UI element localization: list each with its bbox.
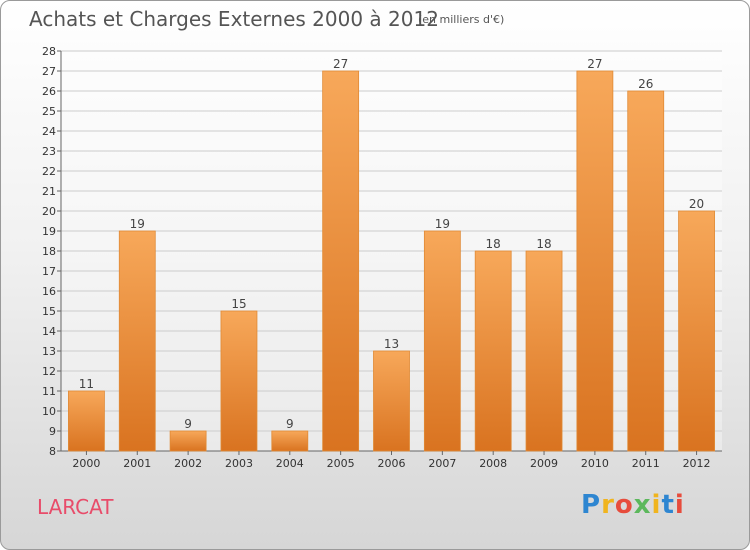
value-label-2007: 19 xyxy=(435,217,450,231)
y-tick-label: 21 xyxy=(42,185,56,198)
x-tick-label-2006: 2006 xyxy=(378,457,406,470)
bar-2005 xyxy=(322,70,360,452)
bar-2001 xyxy=(118,230,156,452)
bar-2011 xyxy=(627,90,665,452)
place-name: LARCAT xyxy=(37,495,114,519)
y-tick-label: 26 xyxy=(42,85,56,98)
bar-2002 xyxy=(169,430,207,452)
value-label-2010: 27 xyxy=(587,57,602,71)
bar-2010 xyxy=(576,70,614,452)
y-tick-label: 20 xyxy=(42,205,56,218)
y-tick-label: 24 xyxy=(42,125,56,138)
bar-2012 xyxy=(678,210,715,452)
value-label-2002: 9 xyxy=(184,417,192,431)
y-tick-label: 25 xyxy=(42,105,56,118)
value-label-2008: 18 xyxy=(486,237,501,251)
value-label-2005: 27 xyxy=(333,57,348,71)
y-tick-label: 8 xyxy=(49,445,56,458)
y-tick-label: 15 xyxy=(42,305,56,318)
value-label-2000: 11 xyxy=(79,377,94,391)
x-tick-label-2007: 2007 xyxy=(428,457,456,470)
y-tick-label: 16 xyxy=(42,285,56,298)
value-label-2001: 19 xyxy=(130,217,145,231)
x-tick-label-2010: 2010 xyxy=(581,457,609,470)
x-tick-label-2000: 2000 xyxy=(72,457,100,470)
y-tick-label: 19 xyxy=(42,225,56,238)
x-tick-label-2004: 2004 xyxy=(276,457,304,470)
value-label-2004: 9 xyxy=(286,417,294,431)
value-label-2003: 15 xyxy=(231,297,246,311)
x-tick-label-2008: 2008 xyxy=(479,457,507,470)
chart-unit: (en milliers d'€) xyxy=(418,13,505,26)
value-label-2006: 13 xyxy=(384,337,399,351)
bar-2003 xyxy=(220,310,258,452)
y-tick-label: 9 xyxy=(49,425,56,438)
x-tick-label-2009: 2009 xyxy=(530,457,558,470)
value-label-2011: 26 xyxy=(638,77,653,91)
y-tick-label: 23 xyxy=(42,145,56,158)
y-tick-label: 22 xyxy=(42,165,56,178)
x-tick-label-2002: 2002 xyxy=(174,457,202,470)
x-tick-label-2001: 2001 xyxy=(123,457,151,470)
x-tick-label-2011: 2011 xyxy=(632,457,660,470)
y-tick-label: 28 xyxy=(42,45,56,58)
y-tick-label: 14 xyxy=(42,325,56,338)
x-tick-label-2003: 2003 xyxy=(225,457,253,470)
bar-2006 xyxy=(373,350,410,452)
y-tick-label: 13 xyxy=(42,345,56,358)
x-tick-label-2005: 2005 xyxy=(327,457,355,470)
bar-2007 xyxy=(423,230,461,452)
y-tick-label: 11 xyxy=(42,385,56,398)
bar-2000 xyxy=(68,390,105,452)
bar-2009 xyxy=(525,250,563,452)
y-tick-label: 10 xyxy=(42,405,56,418)
y-tick-label: 12 xyxy=(42,365,56,378)
value-label-2012: 20 xyxy=(689,197,704,211)
y-tick-label: 27 xyxy=(42,65,56,78)
value-label-2009: 18 xyxy=(536,237,551,251)
bar-2008 xyxy=(474,250,512,452)
proxiti-logo: Proxiti xyxy=(581,490,685,520)
x-tick-label-2012: 2012 xyxy=(683,457,711,470)
chart-title: Achats et Charges Externes 2000 à 2012 xyxy=(29,7,439,31)
bar-2004 xyxy=(271,430,309,452)
y-tick-label: 17 xyxy=(42,265,56,278)
y-tick-label: 18 xyxy=(42,245,56,258)
